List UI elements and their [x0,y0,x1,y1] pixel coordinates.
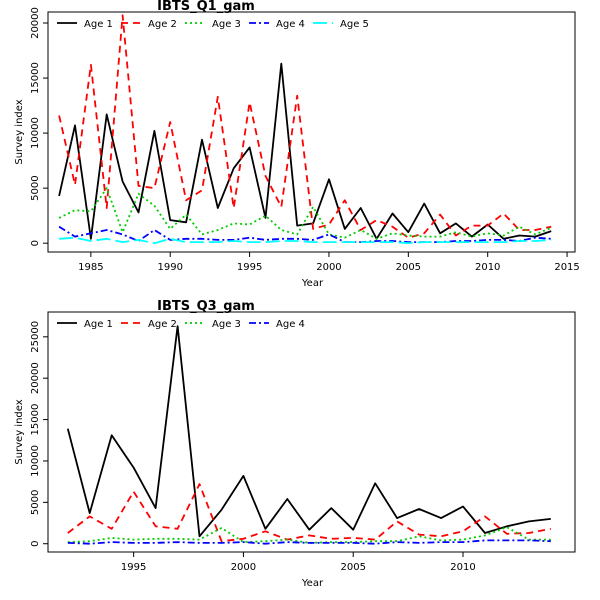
y-tick-label: 0 [30,541,41,547]
legend-label: Age 4 [276,19,305,30]
x-tick-label: 1995 [121,562,146,573]
y-tick-label: 5000 [30,175,41,200]
y-tick-label: 10000 [30,445,41,477]
x-axis-label: Year [301,278,324,289]
x-tick-label: 2010 [450,562,475,573]
x-tick-label: 1995 [237,262,262,273]
legend-label: Age 2 [148,319,177,330]
x-tick-label: 2005 [340,562,365,573]
y-tick-label: 15000 [30,404,41,436]
legend-label: Age 3 [212,19,241,30]
y-tick-label: 15000 [30,62,41,94]
plot-frame [47,311,576,553]
series-line-age-3 [58,187,552,240]
x-tick-label: 2000 [316,262,341,273]
series-line-age-4 [58,225,552,244]
x-tick-label: 1985 [78,262,103,273]
y-tick-label: 20000 [30,362,41,394]
series-line-age-2 [67,483,551,543]
series-line-age-1 [66,325,551,538]
y-tick-label: 20000 [30,7,41,39]
plot-frame [47,11,576,253]
y-tick-label: 10000 [30,117,41,149]
y-tick-label: 25000 [30,321,41,353]
chart-ibts-q1: IBTS_Q1_gam 1985 1990 1995 2000 2005 2010 2015 0… [14,0,580,289]
legend-label: Age 4 [276,319,305,330]
series-line-age-3 [67,526,551,544]
chart-title: IBTS_Q1_gam [157,0,255,14]
series-line-age-4 [67,539,551,545]
y-axis-label: Survey index [14,99,25,164]
x-tick-label: 2010 [475,262,500,273]
y-tick-label: 5000 [30,490,41,515]
legend-label: Age 3 [212,319,241,330]
x-tick-label: 2000 [231,562,256,573]
y-axis-label: Survey index [14,399,25,464]
series-line-age-2 [58,14,552,239]
x-tick-label: 2015 [554,262,579,273]
legend-label: Age 5 [340,19,369,30]
x-tick-label: 1990 [157,262,182,273]
series-line-age-1 [58,62,552,240]
x-tick-label: 2005 [396,262,421,273]
x-axis-label: Year [301,578,324,589]
series-line-age-5 [59,236,552,245]
chart-ibts-q3: IBTS_Q3_gam 1995 2000 2005 2010 0 5000 10000 150… [14,300,576,589]
legend-label: Age 1 [84,319,113,330]
legend-label: Age 2 [148,19,177,30]
chart-title: IBTS_Q3_gam [157,300,255,314]
y-tick-label: 0 [30,240,41,246]
legend-label: Age 1 [84,19,113,30]
